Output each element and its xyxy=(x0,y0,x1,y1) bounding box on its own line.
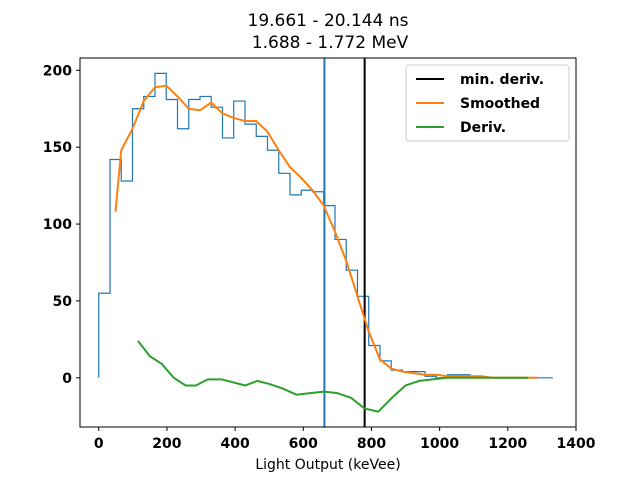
series-line-deriv xyxy=(137,340,529,413)
series-line-smoothed xyxy=(114,84,538,379)
x-tick-label: 600 xyxy=(289,436,318,452)
x-tick-label: 0 xyxy=(94,436,104,452)
x-tick-label: 1000 xyxy=(420,436,459,452)
y-axis: 0 50 100 150 200 xyxy=(43,63,80,387)
legend-label: Smoothed xyxy=(460,96,540,112)
x-axis: 0 200 400 600 800 1000 1200 1400 xyxy=(94,427,596,452)
y-tick-label: 50 xyxy=(53,294,73,310)
x-tick-label: 200 xyxy=(152,436,181,452)
plot-area xyxy=(98,58,553,427)
x-tick-label: 400 xyxy=(220,436,249,452)
legend: min. deriv. Smoothed Deriv. xyxy=(405,64,570,142)
legend-box xyxy=(405,64,570,142)
y-tick-label: 200 xyxy=(43,63,72,79)
chart-subtitle: 1.688 - 1.772 MeV xyxy=(252,33,409,53)
y-tick-label: 150 xyxy=(43,140,72,156)
x-tick-label: 1200 xyxy=(488,436,527,452)
legend-label: Deriv. xyxy=(460,120,506,136)
legend-label: min. deriv. xyxy=(460,72,544,88)
y-tick-label: 100 xyxy=(43,217,72,233)
chart-title: 19.661 - 20.144 ns xyxy=(248,11,409,31)
y-tick-label: 0 xyxy=(62,371,72,387)
x-tick-label: 1400 xyxy=(557,436,596,452)
x-tick-label: 800 xyxy=(357,436,386,452)
x-axis-label: Light Output (keVee) xyxy=(255,457,400,473)
plot-frame xyxy=(79,57,577,428)
